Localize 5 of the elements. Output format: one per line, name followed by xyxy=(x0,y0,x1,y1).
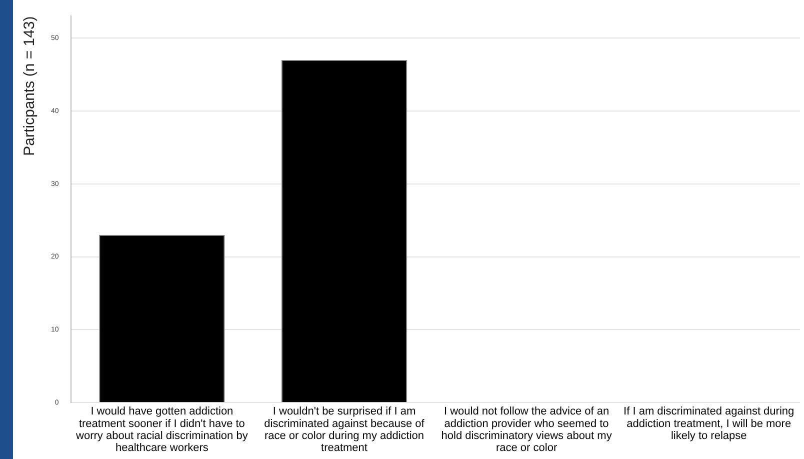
y-axis-title: Particpants (n = 143) xyxy=(21,16,38,156)
x-tick-label: If I am discriminated against during addiction treatment, I will be more likely to relapse xyxy=(624,406,794,442)
x-tick-label: I wouldn't be surprised if I am discriminated against because of race or color during my addiction treatment xyxy=(264,406,426,454)
x-tick-label: I would have gotten addiction treatment sooner if I didn't have to worry about racial discrimination by healthcare workers xyxy=(75,406,248,454)
x-tick-label: I would not follow the advice of an addiction provider who seemed to hold discriminatory views about my race or color xyxy=(441,406,612,454)
